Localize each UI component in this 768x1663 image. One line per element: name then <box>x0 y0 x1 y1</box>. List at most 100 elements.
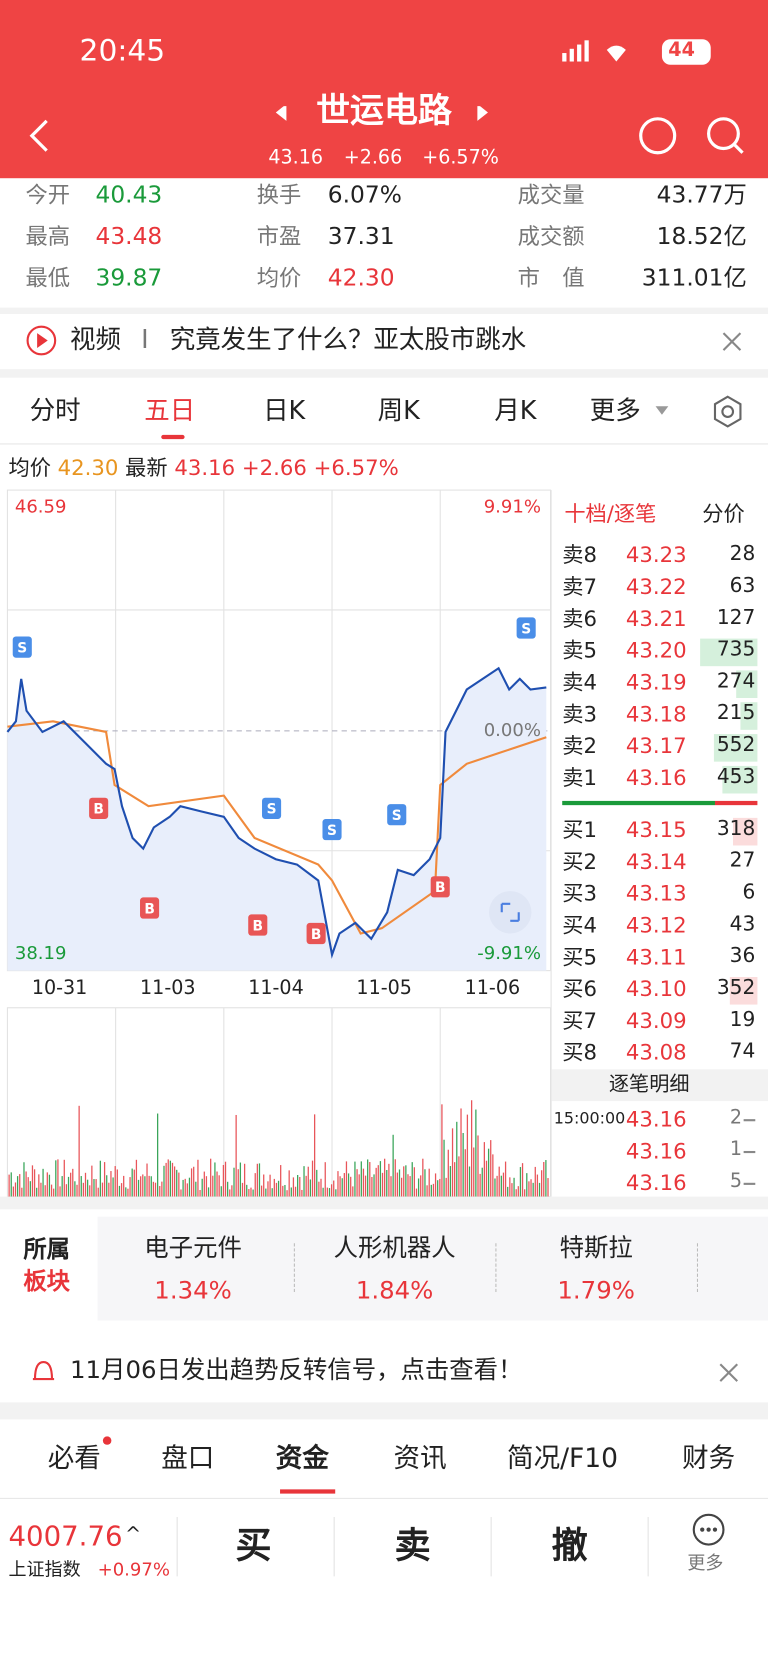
volume-bar <box>400 1177 403 1197</box>
index-value[interactable]: 4007.76 <box>8 1521 123 1554</box>
volume-bar <box>517 1186 519 1197</box>
volume-bar <box>305 1175 307 1197</box>
volume-bar <box>386 1170 388 1197</box>
bottom-tab[interactable]: 盘口 <box>161 1442 215 1474</box>
volume-bar <box>169 1160 172 1197</box>
volume-bar <box>534 1166 536 1197</box>
ob-label: 卖6 <box>562 605 597 632</box>
volume-bar <box>108 1182 110 1197</box>
stat-label: 成交量 <box>517 182 585 208</box>
price-chart: S S S S S B B B B B <box>6 489 552 1198</box>
svg-text:S: S <box>267 802 277 818</box>
chart-tab[interactable]: 更多 <box>589 395 641 426</box>
volume-bar <box>409 1176 411 1197</box>
ob-vol: 318 <box>716 816 756 841</box>
volume-bar <box>473 1147 475 1197</box>
dropdown-caret <box>655 406 669 415</box>
spacer <box>0 1320 768 1336</box>
sell-button[interactable]: 卖 <box>394 1524 431 1567</box>
chart-tab[interactable]: 分时 <box>29 395 81 426</box>
detail-title[interactable]: 逐笔明细 <box>608 1072 690 1096</box>
sector-bg <box>97 1216 768 1321</box>
volume-bar <box>494 1178 496 1197</box>
volume-bar <box>152 1181 155 1197</box>
volume-bar <box>248 1189 250 1197</box>
volume-bar <box>513 1177 515 1197</box>
volume-bar <box>101 1182 104 1197</box>
volume-bar <box>127 1188 129 1197</box>
volume-bar <box>146 1163 148 1197</box>
stat-label: 最低 <box>25 265 71 291</box>
volume-bar <box>167 1159 169 1197</box>
cancel-button[interactable]: 撤 <box>551 1524 588 1567</box>
close-icon[interactable] <box>719 329 744 354</box>
volume-bar <box>347 1173 350 1197</box>
volume-bar <box>110 1171 112 1197</box>
more-icon[interactable] <box>692 1513 726 1547</box>
volume-bar <box>515 1189 517 1197</box>
bottom-tab[interactable]: 财务 <box>682 1442 736 1474</box>
trade-price: 43.16 <box>625 1106 687 1132</box>
bottom-tab[interactable]: 简况/F10 <box>507 1442 619 1474</box>
volume-bar <box>545 1160 547 1197</box>
trade-dash <box>743 1150 756 1154</box>
volume-bar <box>335 1189 337 1197</box>
volume-bar <box>358 1174 360 1197</box>
stat-value: 311.01亿 <box>641 265 747 292</box>
volume-bar <box>144 1176 146 1197</box>
chart-tab[interactable]: 日K <box>263 395 306 426</box>
volume-bar <box>205 1176 208 1197</box>
volume-bar <box>86 1179 89 1197</box>
volume-bar <box>61 1176 63 1197</box>
volume-bar <box>80 1176 82 1197</box>
bottom-tab[interactable]: 资金 <box>275 1442 329 1474</box>
signal-text[interactable]: 11月06日发出趋势反转信号，点击查看！ <box>70 1356 523 1385</box>
volume-bar <box>390 1176 392 1197</box>
ob-label: 卖8 <box>562 542 597 568</box>
settings-icon[interactable] <box>711 395 745 429</box>
ob-label: 买7 <box>562 1007 597 1034</box>
volume-bar <box>362 1168 365 1197</box>
status-time: 20:45 <box>79 32 166 68</box>
avg: 42.30 <box>57 455 119 481</box>
volume-bar <box>203 1171 205 1197</box>
stat-value: 43.77万 <box>656 182 747 209</box>
bottom-tab[interactable]: 必看 <box>47 1442 101 1474</box>
bottom-tab[interactable]: 资讯 <box>393 1442 447 1474</box>
volume-bar <box>25 1171 27 1197</box>
sector-pct: 1.79% <box>557 1277 635 1305</box>
buy-button[interactable]: 买 <box>235 1524 272 1567</box>
close-icon[interactable] <box>717 1361 740 1384</box>
vol-bar <box>736 670 758 699</box>
news-text[interactable]: 究竟发生了什么？亚太股市跳水 <box>169 324 527 355</box>
info-line: 均价 42.30 最新 43.16 +2.66 +6.57% <box>8 457 398 478</box>
volume-bar <box>103 1162 106 1197</box>
ob-label: 买6 <box>562 975 597 1002</box>
ob-price: 43.14 <box>625 848 687 875</box>
divider <box>0 307 768 314</box>
volume-bar <box>367 1159 369 1197</box>
volume-bar <box>532 1182 534 1197</box>
volume-bar <box>364 1175 367 1197</box>
sector-name[interactable]: 人形机器人 <box>333 1234 456 1263</box>
volume-bar <box>447 1149 449 1197</box>
more-label[interactable]: 更多 <box>687 1553 724 1575</box>
chart-tab[interactable]: 周K <box>377 395 420 426</box>
news-tag: 视频 <box>70 324 121 355</box>
volume-bar <box>311 1160 314 1197</box>
chart-tab[interactable]: 五日 <box>144 395 196 426</box>
chart-tab[interactable]: 月K <box>494 395 537 426</box>
ob-tab[interactable]: 十档/逐笔 <box>564 500 657 527</box>
ob-tab2[interactable]: 分价 <box>702 500 745 527</box>
volume-bar <box>483 1142 485 1197</box>
sector-name[interactable]: 电子元件 <box>144 1234 242 1263</box>
volume-bar <box>220 1186 222 1197</box>
vol-bar <box>722 765 758 794</box>
volume-bar <box>470 1100 473 1197</box>
sector-name[interactable]: 特斯拉 <box>559 1234 633 1263</box>
ob-label: 买5 <box>562 944 597 970</box>
volume-bar <box>337 1171 339 1197</box>
volume-bar <box>120 1183 123 1197</box>
volume-bar <box>299 1177 301 1197</box>
tab-underline <box>161 434 185 440</box>
